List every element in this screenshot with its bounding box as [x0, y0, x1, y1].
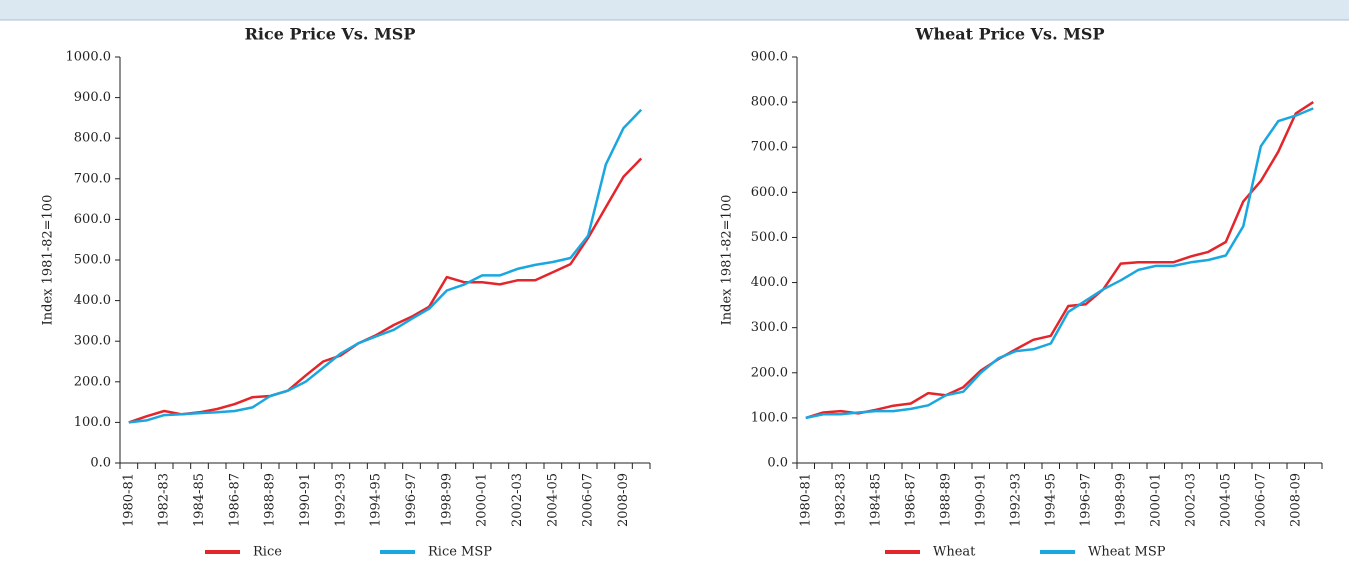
x-tick-label: 1990-91 [298, 473, 313, 527]
y-tick-label: 900.0 [74, 90, 111, 105]
y-tick-label: 800.0 [751, 95, 788, 110]
x-tick-label: 1996-97 [1078, 473, 1093, 527]
x-tick-label: 1986-87 [227, 473, 242, 527]
y-tick-label: 1000.0 [66, 50, 112, 65]
y-tick-label: 300.0 [751, 320, 788, 335]
y-axis-label: Index 1981-82=100 [41, 195, 56, 326]
legend-label: Wheat MSP [1088, 545, 1166, 560]
y-tick-label: 600.0 [751, 185, 788, 200]
y-tick-label: 200.0 [74, 374, 111, 389]
x-tick-label: 1994-95 [369, 473, 384, 527]
x-tick-label: 1992-93 [1008, 473, 1023, 527]
y-tick-label: 400.0 [74, 293, 111, 308]
y-tick-label: 100.0 [751, 410, 788, 425]
x-tick-label: 2008-09 [1288, 473, 1303, 527]
series-line [128, 108, 643, 424]
series-line [128, 157, 643, 424]
x-tick-label: 2004-05 [1218, 473, 1233, 527]
x-tick-label: 1994-95 [1043, 473, 1058, 527]
y-tick-label: 0.0 [90, 456, 111, 471]
x-tick-label: 1984-85 [868, 473, 883, 527]
x-tick-label: 1982-83 [833, 473, 848, 527]
x-tick-label: 1988-89 [263, 473, 278, 527]
x-tick-label: 1998-99 [439, 473, 454, 527]
legend-label: Rice MSP [428, 545, 492, 560]
x-tick-label: 1980-81 [121, 473, 136, 527]
chart-title: Wheat Price Vs. MSP [915, 25, 1105, 44]
y-tick-label: 600.0 [74, 212, 111, 227]
x-tick-label: 2002-03 [1183, 473, 1198, 527]
legend-label: Rice [253, 545, 282, 560]
header-band [0, 0, 1349, 20]
x-tick-label: 2000-01 [1148, 473, 1163, 527]
x-tick-label: 1984-85 [192, 473, 207, 527]
y-tick-label: 400.0 [751, 275, 788, 290]
x-tick-label: 2000-01 [475, 473, 490, 527]
x-tick-label: 2002-03 [510, 473, 525, 527]
legend-label: Wheat [933, 545, 976, 560]
x-tick-label: 1988-89 [938, 473, 953, 527]
y-tick-label: 200.0 [751, 365, 788, 380]
y-tick-label: 700.0 [751, 140, 788, 155]
x-tick-label: 1992-93 [333, 473, 348, 527]
series-line [805, 101, 1314, 420]
y-tick-label: 0.0 [767, 456, 788, 471]
x-tick-label: 2006-07 [581, 473, 596, 527]
y-tick-label: 500.0 [751, 230, 788, 245]
y-tick-label: 800.0 [74, 131, 111, 146]
y-tick-label: 700.0 [74, 171, 111, 186]
x-tick-label: 2006-07 [1253, 473, 1268, 527]
x-tick-label: 1998-99 [1113, 473, 1128, 527]
x-tick-label: 2008-09 [616, 473, 631, 527]
x-tick-label: 1982-83 [157, 473, 172, 527]
y-tick-label: 500.0 [74, 253, 111, 268]
y-tick-label: 300.0 [74, 334, 111, 349]
y-tick-label: 100.0 [74, 415, 111, 430]
x-tick-label: 1986-87 [903, 473, 918, 527]
y-axis-label: Index 1981-82=100 [720, 195, 735, 326]
x-tick-label: 2004-05 [545, 473, 560, 527]
y-tick-label: 900.0 [751, 50, 788, 65]
chart-title: Rice Price Vs. MSP [245, 25, 416, 44]
x-tick-label: 1996-97 [404, 473, 419, 527]
x-tick-label: 1980-81 [798, 473, 813, 527]
x-tick-label: 1990-91 [973, 473, 988, 527]
series-line [805, 107, 1314, 420]
